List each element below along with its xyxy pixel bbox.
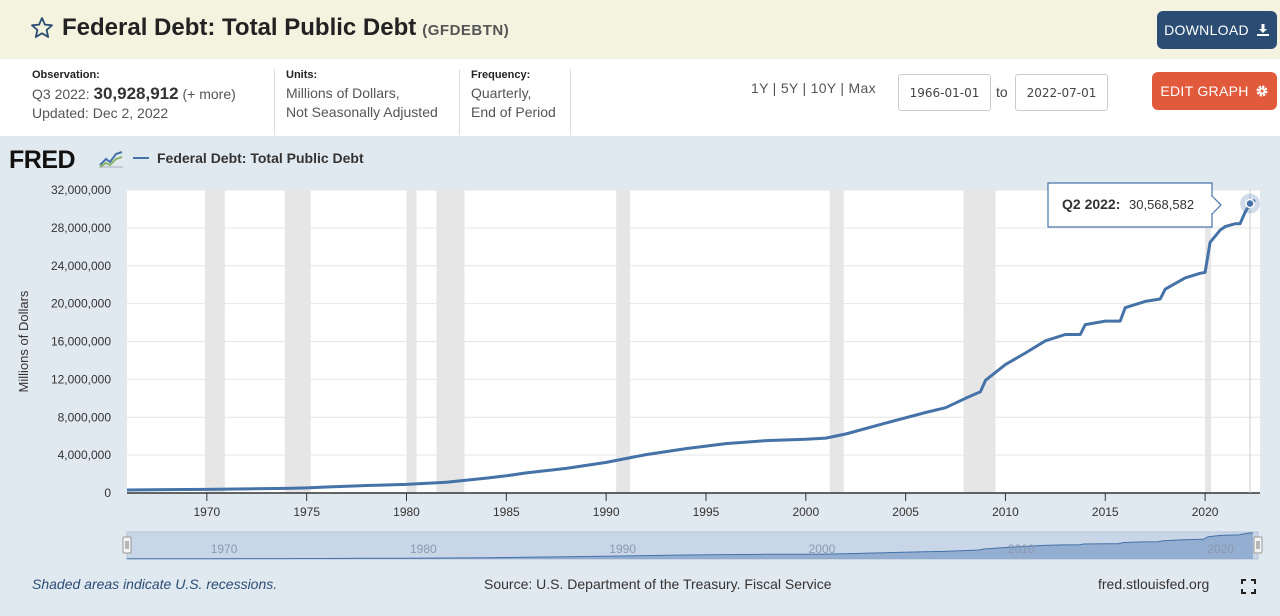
legend-label: Federal Debt: Total Public Debt bbox=[157, 150, 364, 166]
y-tick-label: 0 bbox=[104, 486, 111, 500]
tooltip-value: 30,568,582 bbox=[1129, 197, 1194, 212]
y-tick-label: 28,000,000 bbox=[51, 221, 111, 235]
edit-graph-label: EDIT GRAPH bbox=[1160, 83, 1249, 99]
units-label: Units: bbox=[286, 69, 318, 81]
series-code: (GFDEBTN) bbox=[422, 22, 510, 39]
y-tick-label: 8,000,000 bbox=[58, 410, 112, 424]
x-tick-label: 1990 bbox=[593, 505, 620, 519]
observation-more-link[interactable]: (+ more) bbox=[182, 86, 236, 102]
range-1y-link[interactable]: 1Y bbox=[751, 80, 769, 96]
gear-icon bbox=[1256, 85, 1268, 97]
divider bbox=[274, 69, 275, 135]
y-tick-label: 24,000,000 bbox=[51, 259, 111, 273]
navigator-handle[interactable] bbox=[1253, 536, 1263, 554]
navigator-label: 1970 bbox=[211, 542, 238, 556]
y-tick-label: 20,000,000 bbox=[51, 297, 111, 311]
units-line-1: Millions of Dollars, bbox=[286, 85, 400, 101]
hover-point bbox=[1245, 198, 1255, 209]
fullscreen-icon[interactable] bbox=[1241, 579, 1256, 594]
frequency-block: Frequency: Quarterly, End of Period bbox=[471, 69, 556, 122]
chart-legend[interactable]: Federal Debt: Total Public Debt bbox=[133, 150, 364, 166]
y-tick-label: 16,000,000 bbox=[51, 335, 111, 349]
x-tick-label: 1970 bbox=[194, 505, 221, 519]
x-tick-label: 2000 bbox=[792, 505, 819, 519]
start-date-input[interactable]: 1966-01-01 bbox=[898, 74, 991, 111]
navigator-line bbox=[127, 532, 1254, 560]
tooltip-pointer bbox=[1211, 195, 1222, 215]
navigator-label: 2010 bbox=[1008, 542, 1035, 556]
page-title: Federal Debt: Total Public Debt (GFDEBTN) bbox=[62, 14, 509, 42]
range-max-link[interactable]: Max bbox=[848, 80, 876, 96]
page-title-text: Federal Debt: Total Public Debt bbox=[62, 14, 417, 41]
to-label: to bbox=[996, 84, 1008, 100]
navigator-label: 2020 bbox=[1207, 542, 1234, 556]
updated-date: Updated: Dec 2, 2022 bbox=[32, 105, 169, 121]
frequency-line-1: Quarterly, bbox=[471, 85, 532, 101]
y-tick-label: 4,000,000 bbox=[58, 448, 112, 462]
navigator-label: 2000 bbox=[809, 542, 836, 556]
recession-note: Shaded areas indicate U.S. recessions. bbox=[32, 576, 278, 592]
y-tick-label: 12,000,000 bbox=[51, 372, 111, 386]
end-date-input[interactable]: 2022-07-01 bbox=[1015, 74, 1108, 111]
chart[interactable]: 0 4,000,000 8,000,000 12,000,000 16,000,000 2… bbox=[0, 136, 1280, 616]
navigator-handle[interactable] bbox=[122, 536, 132, 554]
range-10y-link[interactable]: 10Y bbox=[810, 80, 837, 96]
divider bbox=[570, 69, 571, 135]
units-block: Units: Millions of Dollars, Not Seasonal… bbox=[286, 69, 438, 122]
divider bbox=[459, 69, 460, 135]
download-label: DOWNLOAD bbox=[1164, 22, 1249, 38]
tooltip-period: Q2 2022: bbox=[1062, 196, 1120, 212]
range-5y-link[interactable]: 5Y bbox=[780, 80, 799, 96]
x-tick-label: 2010 bbox=[992, 505, 1019, 519]
x-tick-label: 1985 bbox=[493, 505, 520, 519]
source-note: Source: U.S. Department of the Treasury.… bbox=[484, 576, 832, 592]
frequency-line-2: End of Period bbox=[471, 104, 556, 120]
y-axis-label: Millions of Dollars bbox=[16, 290, 31, 392]
download-button[interactable]: DOWNLOAD bbox=[1157, 11, 1277, 49]
x-tick-label: 2005 bbox=[892, 505, 919, 519]
units-line-2: Not Seasonally Adjusted bbox=[286, 104, 438, 120]
star-icon[interactable] bbox=[30, 16, 54, 40]
x-tick-label: 1975 bbox=[293, 505, 320, 519]
legend-swatch bbox=[133, 157, 149, 159]
frequency-label: Frequency: bbox=[471, 69, 531, 81]
x-tick-label: 1980 bbox=[393, 505, 420, 519]
series-line bbox=[126, 198, 1256, 492]
x-tick-label: 1995 bbox=[693, 505, 720, 519]
observation-label: Observation: bbox=[32, 69, 100, 81]
observation-period: Q3 2022: bbox=[32, 86, 90, 102]
fred-logo[interactable]: FRED bbox=[9, 146, 76, 174]
x-tick-label: 2015 bbox=[1092, 505, 1119, 519]
tooltip-box bbox=[1047, 182, 1213, 228]
observation-line: Q3 2022: 30,928,912 (+ more) bbox=[32, 84, 236, 104]
chart-area: 0 4,000,000 8,000,000 12,000,000 16,000,000 2… bbox=[0, 136, 1280, 616]
fred-logo-chart-icon bbox=[99, 151, 123, 168]
navigator-area bbox=[127, 532, 1254, 559]
observation-value: 30,928,912 bbox=[93, 84, 179, 103]
tooltip-pointer-cover bbox=[1210, 197, 1213, 213]
range-selector: 1Y | 5Y | 10Y | Max bbox=[751, 80, 876, 96]
download-icon bbox=[1256, 24, 1269, 36]
x-tick-label: 2020 bbox=[1192, 505, 1219, 519]
edit-graph-button[interactable]: EDIT GRAPH bbox=[1152, 72, 1277, 110]
y-tick-label: 32,000,000 bbox=[51, 183, 111, 197]
navigator-label: 1990 bbox=[609, 542, 636, 556]
observation-block: Observation: Q3 2022: 30,928,912 (+ more… bbox=[32, 69, 236, 123]
page-header: Federal Debt: Total Public Debt (GFDEBTN)… bbox=[0, 0, 1280, 59]
site-link[interactable]: fred.stlouisfed.org bbox=[1098, 576, 1210, 592]
navigator-label: 1980 bbox=[410, 542, 437, 556]
